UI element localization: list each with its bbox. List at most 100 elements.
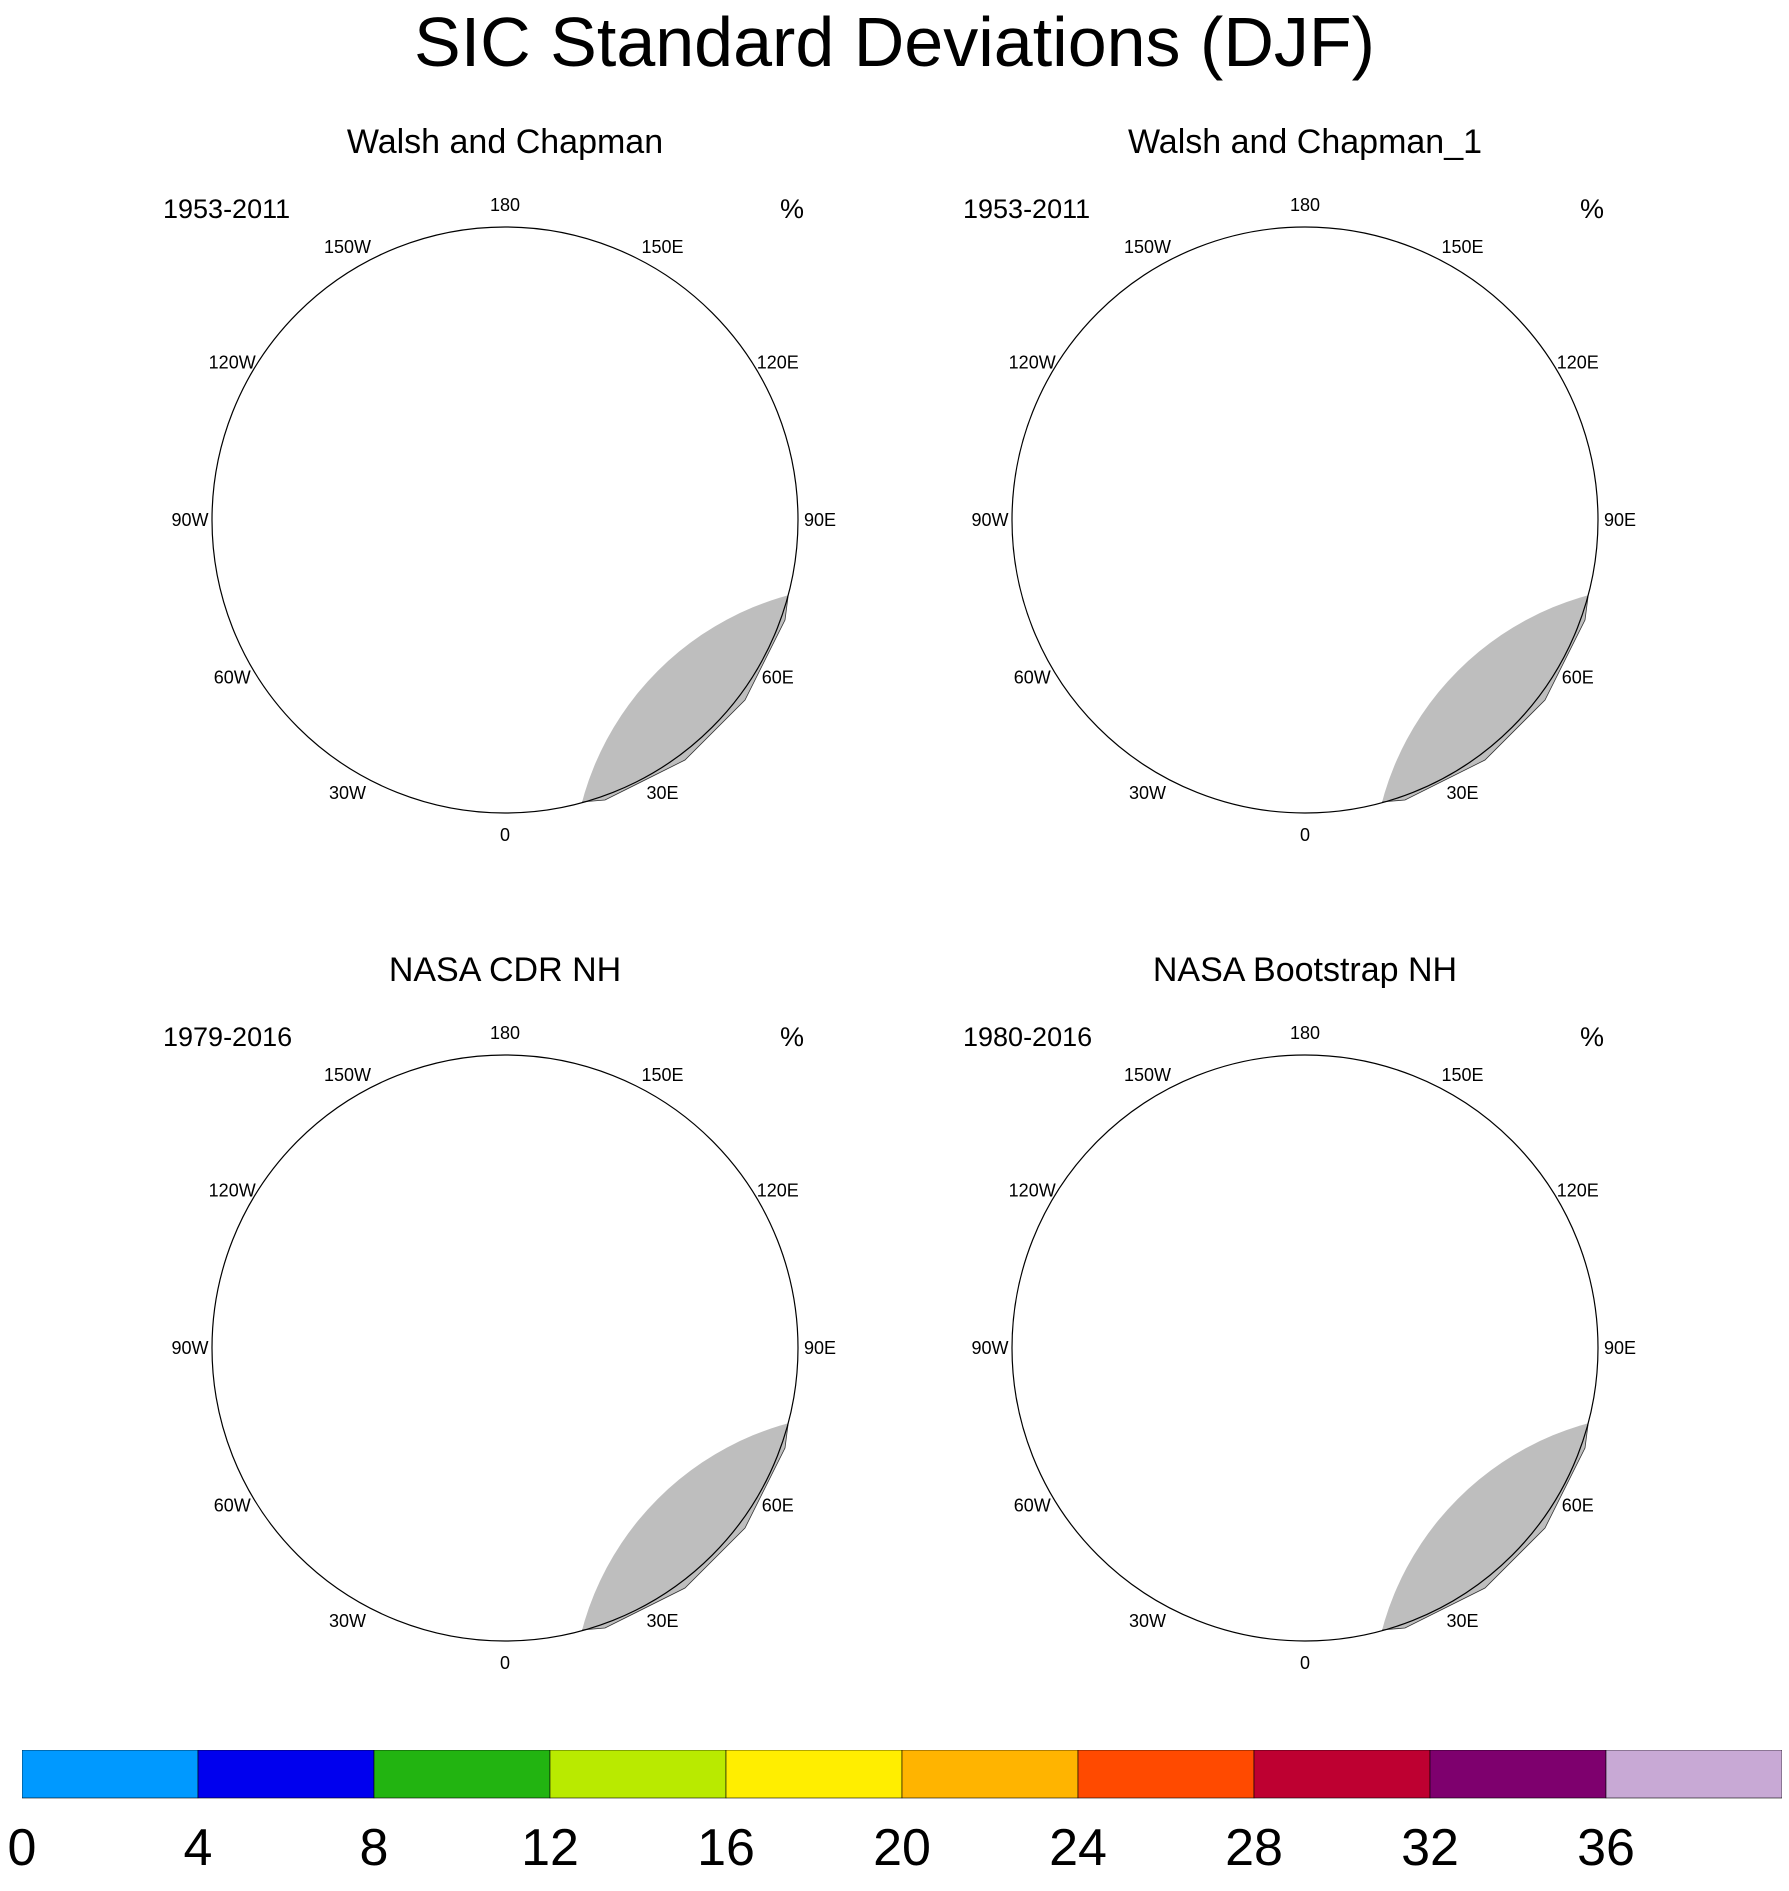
sea-ice-region [572, 1413, 605, 1488]
colorbar-swatch [1077, 1750, 1255, 1799]
longitude-label: 120E [1557, 1181, 1599, 1201]
units-label: % [780, 194, 805, 224]
sea-ice-region [1125, 580, 1205, 650]
pole-hole [498, 513, 512, 527]
sea-ice-region [310, 480, 365, 540]
sea-ice-region [1095, 1408, 1215, 1498]
map-boundary [1011, 226, 1599, 814]
land-mass [1275, 1543, 1295, 1588]
longitude-label: 0 [1300, 825, 1310, 845]
figure-title: SIC Standard Deviations (DJF) [414, 3, 1375, 81]
land-mass [405, 1388, 525, 1488]
sea-ice-region [1290, 370, 1310, 400]
colorbar-tick-label: 28 [1225, 1819, 1283, 1877]
polar-map: 180 150E 120E 90E 60E 30E 0 30W 60W 90W 120W 150W [171, 195, 836, 845]
longitude-label: 90E [804, 1338, 836, 1358]
sea-ice-region [345, 1428, 390, 1453]
longitude-label: 90W [171, 510, 208, 530]
longitude-label: 180 [1290, 1023, 1320, 1043]
land-mass [572, 1413, 799, 1634]
sea-ice-region [310, 1308, 365, 1368]
longitude-label: 150W [324, 237, 371, 257]
map-boundary [211, 226, 799, 814]
longitude-label: 180 [1290, 195, 1320, 215]
longitude-label: 30W [329, 783, 366, 803]
sea-ice-region [420, 410, 585, 570]
longitude-label: 60E [1562, 668, 1594, 688]
longitude-label: 90W [971, 1338, 1008, 1358]
longitude-label: 180 [490, 1023, 520, 1043]
land-mass [212, 320, 465, 670]
colorbar-tick-label: 36 [1577, 1819, 1635, 1877]
pole-hole [498, 1341, 512, 1355]
colorbar-swatch [22, 1750, 199, 1799]
sea-ice-region [1305, 595, 1360, 635]
longitude-label: 60E [1562, 1496, 1594, 1516]
longitude-label: 150E [641, 237, 683, 257]
longitude-label: 90E [1604, 1338, 1636, 1358]
colorbar-swatch [725, 1750, 903, 1799]
colorbar-tick-label: 4 [183, 1819, 213, 1877]
sea-ice-region [545, 1493, 563, 1523]
longitude-label: 90W [971, 510, 1008, 530]
longitude-label: 90E [1604, 510, 1636, 530]
sea-ice-region [572, 1413, 580, 1426]
longitude-label: 150W [324, 1065, 371, 1085]
longitude-label: 90E [804, 510, 836, 530]
panel-title: NASA CDR NH [388, 951, 622, 989]
longitude-label: 30E [646, 1611, 678, 1631]
period-label: 1980-2016 [963, 1022, 1093, 1052]
period-label: 1979-2016 [163, 1022, 293, 1052]
sea-ice-region [1365, 355, 1425, 380]
colorbar-tick-label: 12 [521, 1819, 579, 1877]
sea-ice-region [565, 355, 625, 380]
sea-ice-region [450, 1163, 525, 1198]
panel-title: Walsh and Chapman_1 [1127, 123, 1483, 161]
colorbar-swatch [1253, 1750, 1431, 1799]
sea-ice-region [572, 585, 595, 650]
period-label: 1953-2011 [163, 194, 291, 224]
land-mass [1205, 1388, 1325, 1488]
sea-ice-region [1372, 1413, 1380, 1453]
land-mass [572, 629, 586, 721]
longitude-label: 0 [500, 1653, 510, 1673]
land-mass [1372, 1457, 1386, 1549]
polar-map: 180 150E 120E 90E 60E 30E 0 30W 60W 90W 120W 150W [971, 195, 1636, 845]
longitude-label: 60W [1014, 1496, 1051, 1516]
land-mass [1205, 560, 1325, 660]
land-mass [1012, 320, 1265, 670]
longitude-label: 30E [646, 783, 678, 803]
colorbar-tick-label: 20 [873, 1819, 931, 1877]
sea-ice-region [572, 1413, 580, 1453]
colorbar-swatch [901, 1750, 1079, 1799]
colorbar-swatch [1605, 1750, 1782, 1799]
land-mass [212, 1148, 465, 1498]
panel-title: Walsh and Chapman [346, 123, 664, 161]
land-mass [572, 585, 799, 806]
sea-ice-region [1110, 1308, 1165, 1368]
longitude-label: 120E [1557, 353, 1599, 373]
longitude-label: 150E [641, 1065, 683, 1085]
sea-ice-region [320, 1338, 355, 1363]
sea-ice-region [355, 595, 390, 625]
colorbar-tick-label: 16 [697, 1819, 755, 1877]
sea-ice-region [325, 580, 405, 650]
map-boundary [1011, 1054, 1599, 1642]
longitude-label: 180 [490, 195, 520, 215]
sea-ice-region [1120, 1338, 1155, 1363]
sea-ice-region [1372, 585, 1395, 650]
sea-ice-region [460, 345, 515, 370]
colorbar-tick-label: 32 [1401, 1819, 1459, 1877]
longitude-label: 30E [1446, 1611, 1478, 1631]
longitude-label: 30W [329, 1611, 366, 1631]
sea-ice-region [1220, 410, 1385, 570]
colorbar-tick-label: 8 [359, 1819, 389, 1877]
longitude-label: 150W [1124, 237, 1171, 257]
longitude-label: 60E [762, 1496, 794, 1516]
land-mass [1372, 1413, 1599, 1634]
land-mass [445, 680, 470, 700]
pole-hole [1298, 1341, 1312, 1355]
colorbar-swatch [549, 1750, 727, 1799]
land-mass [1245, 1508, 1270, 1528]
sea-ice-region [1345, 1493, 1363, 1523]
